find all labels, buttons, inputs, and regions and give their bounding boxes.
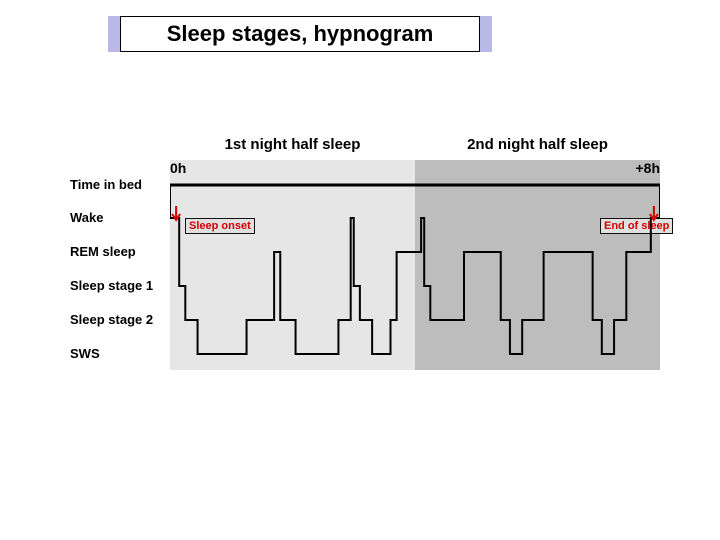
hypnogram-path xyxy=(170,218,660,354)
y-label: SWS xyxy=(70,346,100,361)
header-first-half: 1st night half sleep xyxy=(170,136,415,153)
y-label: REM sleep xyxy=(70,244,136,259)
y-label: Sleep stage 1 xyxy=(70,278,153,293)
y-label: Sleep stage 2 xyxy=(70,312,153,327)
y-label: Time in bed xyxy=(70,177,142,192)
y-label: Wake xyxy=(70,210,103,225)
header-second-half: 2nd night half sleep xyxy=(415,136,660,153)
hypnogram-plot xyxy=(170,160,660,370)
page-title: Sleep stages, hypnogram xyxy=(120,16,480,52)
hypnogram-figure: 1st night half sleep 2nd night half slee… xyxy=(70,120,660,380)
half-headers: 1st night half sleep 2nd night half slee… xyxy=(170,136,660,153)
